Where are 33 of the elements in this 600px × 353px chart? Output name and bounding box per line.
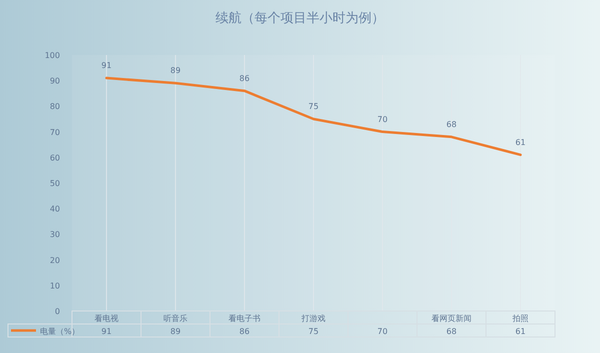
y-tick-label: 50 — [50, 179, 60, 188]
data-label: 91 — [101, 61, 112, 70]
data-label: 75 — [308, 102, 319, 111]
legend-label: 电量（%） — [40, 327, 80, 336]
x-tick-label: 听音乐 — [164, 314, 188, 323]
data-label: 61 — [515, 138, 526, 147]
y-tick-label: 0 — [54, 307, 60, 316]
text: 89 — [170, 327, 181, 336]
text: 86 — [239, 327, 250, 336]
text: 68 — [446, 327, 457, 336]
y-tick-label: 70 — [50, 128, 60, 137]
chart-title: 续航（每个项目半小时为例） — [216, 11, 384, 26]
y-tick-label: 30 — [50, 230, 60, 240]
data-label: 68 — [446, 120, 457, 129]
y-tick-label: 10 — [50, 281, 60, 290]
text: 91 — [101, 327, 112, 336]
y-tick-label: 100 — [44, 51, 60, 60]
y-tick-label: 60 — [50, 153, 60, 162]
y-tick-label: 90 — [50, 76, 60, 86]
x-tick-label: 看电视 — [94, 314, 118, 323]
data-label: 89 — [170, 66, 181, 76]
text: 75 — [308, 327, 319, 336]
data-label: 70 — [377, 114, 388, 124]
text: 70 — [377, 327, 388, 336]
y-tick-label: 80 — [50, 102, 60, 112]
data-label: 86 — [239, 74, 250, 83]
x-tick-label: 打游戏 — [300, 314, 326, 323]
y-tick-label: 20 — [50, 256, 60, 265]
x-tick-label: 看电子书 — [228, 314, 260, 323]
text: 61 — [515, 327, 526, 336]
x-tick-label: 看网页新闻 — [432, 314, 472, 323]
x-tick-label: 拍照 — [512, 314, 528, 323]
y-tick-label: 40 — [50, 204, 60, 214]
